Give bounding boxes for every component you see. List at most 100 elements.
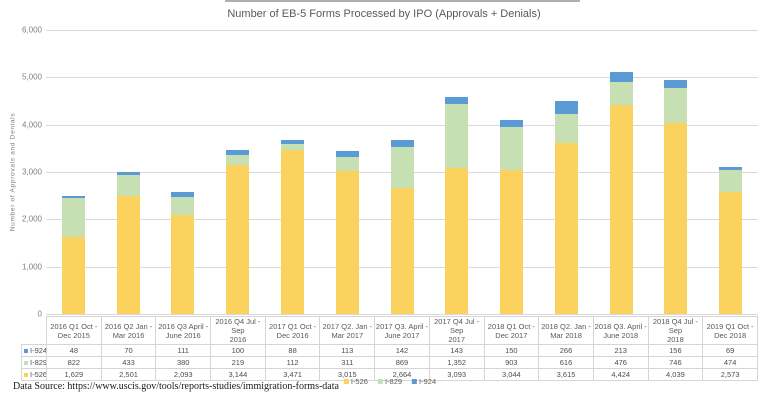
table-column-header: 2017 Q1 Oct - Dec 2016 xyxy=(264,316,321,345)
table-column-header-line: 2016 Q4 Jul - Sep xyxy=(215,317,261,336)
table-value-cell: 746 xyxy=(647,356,704,369)
bar-segment-i-829 xyxy=(171,196,195,215)
table-value-cell: 70 xyxy=(100,344,157,357)
table-value-cell: 3,144 xyxy=(210,368,266,381)
table-value-cell: 2,093 xyxy=(155,368,212,381)
y-tick-label: 4,000 xyxy=(21,120,42,130)
legend-swatch-icon xyxy=(377,379,383,384)
bar-stack xyxy=(609,30,633,314)
bar-segment-i-924 xyxy=(61,195,85,198)
y-tick-label: 6,000 xyxy=(21,25,42,35)
bar-segment-i-526 xyxy=(445,167,469,314)
table-value-cell: 311 xyxy=(319,356,376,369)
table-value-cell: 822 xyxy=(46,356,102,369)
y-tick-label: 1,000 xyxy=(21,262,42,272)
table-value-cell: 3,471 xyxy=(264,368,321,381)
legend-item: I-829 xyxy=(377,377,402,386)
bar-segment-i-526 xyxy=(116,195,140,314)
bar-segment-i-526 xyxy=(280,149,304,314)
table-value-cell: 142 xyxy=(374,344,430,357)
table-row: I-526 1,629 2,501 2,093 3,144 3,471 3,015 2,664… xyxy=(21,368,758,381)
bar-stack xyxy=(335,30,359,314)
table-column-header: 2017 Q2. Jan - Mar 2017 xyxy=(319,316,376,345)
bar-segment-i-924 xyxy=(719,166,743,170)
bar-segment-i-924 xyxy=(226,150,250,155)
data-source-text: Data Source: https://www.uscis.gov/tools… xyxy=(13,381,339,392)
y-tick-label: 3,000 xyxy=(21,167,42,177)
table-row-label: I-829 xyxy=(21,356,47,369)
bar-segment-i-526 xyxy=(61,236,85,314)
bar-segment-i-829 xyxy=(390,146,414,188)
table-value-cell: 1,352 xyxy=(428,356,485,369)
table-row: I-924 48 70 111 100 88 113 142 143 150 266 213 156 69 xyxy=(21,344,758,357)
table-column-header: 2018 Q3. April - June 2018 xyxy=(592,316,649,345)
legend-item: I-924 xyxy=(412,377,436,386)
table-value-cell: 2,501 xyxy=(100,368,157,381)
table-value-cell: 88 xyxy=(264,344,321,357)
table-value-cell: 266 xyxy=(538,344,594,357)
bar-segment-i-526 xyxy=(171,214,195,314)
bar-segment-i-924 xyxy=(280,140,304,145)
table-column-header-line: 2017 Q3. April - xyxy=(375,321,429,331)
table-value-cell: 69 xyxy=(702,344,758,357)
chart-title: Number of EB-5 Forms Processed by IPO (A… xyxy=(227,8,541,20)
table-value-cell: 219 xyxy=(210,356,266,369)
table-column-header-line: Dec 2015 xyxy=(57,330,90,340)
table-column-header-line: 2016 xyxy=(229,335,247,344)
table-column-header-line: 2018 Q4 Jul - Sep xyxy=(652,317,698,336)
table-column-header-line: 2017 xyxy=(448,335,465,344)
y-tick-label: 0 xyxy=(37,309,42,319)
gridline xyxy=(46,314,758,315)
table-value-cell: 100 xyxy=(210,344,266,357)
bar-stack xyxy=(280,30,304,314)
bar-segment-i-829 xyxy=(445,103,469,168)
bar-segment-i-924 xyxy=(664,80,688,88)
data-table: 2016 Q1 Oct - Dec 2015 2016 Q2 Jan - Mar 20… xyxy=(21,316,758,381)
table-row: I-829 822 433 380 219 112 311 869 1,352 903 616 476… xyxy=(21,356,758,369)
bar-segment-i-829 xyxy=(554,113,578,143)
table-column-header-line: 2018 Q2. Jan - xyxy=(541,321,591,331)
table-value-cell: 112 xyxy=(264,356,321,369)
table-column-header-line: 2016 Q1 Oct - xyxy=(50,321,98,331)
table-column-header-line: Mar 2017 xyxy=(331,330,364,340)
table-column-header-line: 2018 Q3. April - xyxy=(594,321,647,331)
legend-item: I-526 xyxy=(343,377,368,386)
table-column-header: 2016 Q2 Jan - Mar 2016 xyxy=(100,316,157,345)
table-value-cell: 616 xyxy=(538,356,594,369)
bar-segment-i-829 xyxy=(609,82,633,105)
bar-stack xyxy=(226,30,250,314)
bar-segment-i-526 xyxy=(554,142,578,314)
table-column-header: 2018 Q2. Jan - Mar 2018 xyxy=(538,316,594,345)
bar-segment-i-829 xyxy=(226,154,250,166)
bar-stack xyxy=(171,30,195,314)
bar-segment-i-526 xyxy=(719,192,743,314)
bar-stack xyxy=(61,30,85,314)
bar-segment-i-526 xyxy=(390,187,414,314)
table-column-header-line: Mar 2018 xyxy=(550,330,582,340)
bar-segment-i-924 xyxy=(171,191,195,197)
table-value-cell: 4,424 xyxy=(592,368,649,381)
table-column-header-line: 2019 Q1 Oct - xyxy=(706,321,754,331)
series-swatch-icon xyxy=(24,372,28,377)
table-value-cell: 433 xyxy=(100,356,157,369)
plot-area xyxy=(46,30,758,315)
table-value-cell: 2,573 xyxy=(702,368,758,381)
legend-swatch-icon xyxy=(343,379,349,384)
table-column-header-line: 2018 xyxy=(667,335,684,344)
bar-stack xyxy=(500,30,524,314)
bar-segment-i-924 xyxy=(116,171,140,176)
table-column-header-line: 2016 Q2 Jan - xyxy=(104,321,153,331)
legend-label: I-924 xyxy=(419,377,437,386)
bar-segment-i-829 xyxy=(116,175,140,196)
table-column-header: 2018 Q4 Jul - Sep 2018 xyxy=(647,316,704,345)
table-column-header: 2017 Q4 Jul - Sep 2017 xyxy=(428,316,485,345)
table-column-header-line: 2016 Q3 April - xyxy=(158,321,209,331)
bar-segment-i-829 xyxy=(280,144,304,150)
table-column-header-line: 2017 Q1 Oct - xyxy=(269,321,317,331)
bar-segment-i-829 xyxy=(500,127,524,170)
table-column-header: 2019 Q1 Oct - Dec 2018 xyxy=(702,316,758,345)
bar-segment-i-829 xyxy=(335,156,359,172)
table-column-header-line: June 2017 xyxy=(384,330,420,340)
table-column-header-line: 2017 Q4 Jul - Sep xyxy=(434,317,480,336)
